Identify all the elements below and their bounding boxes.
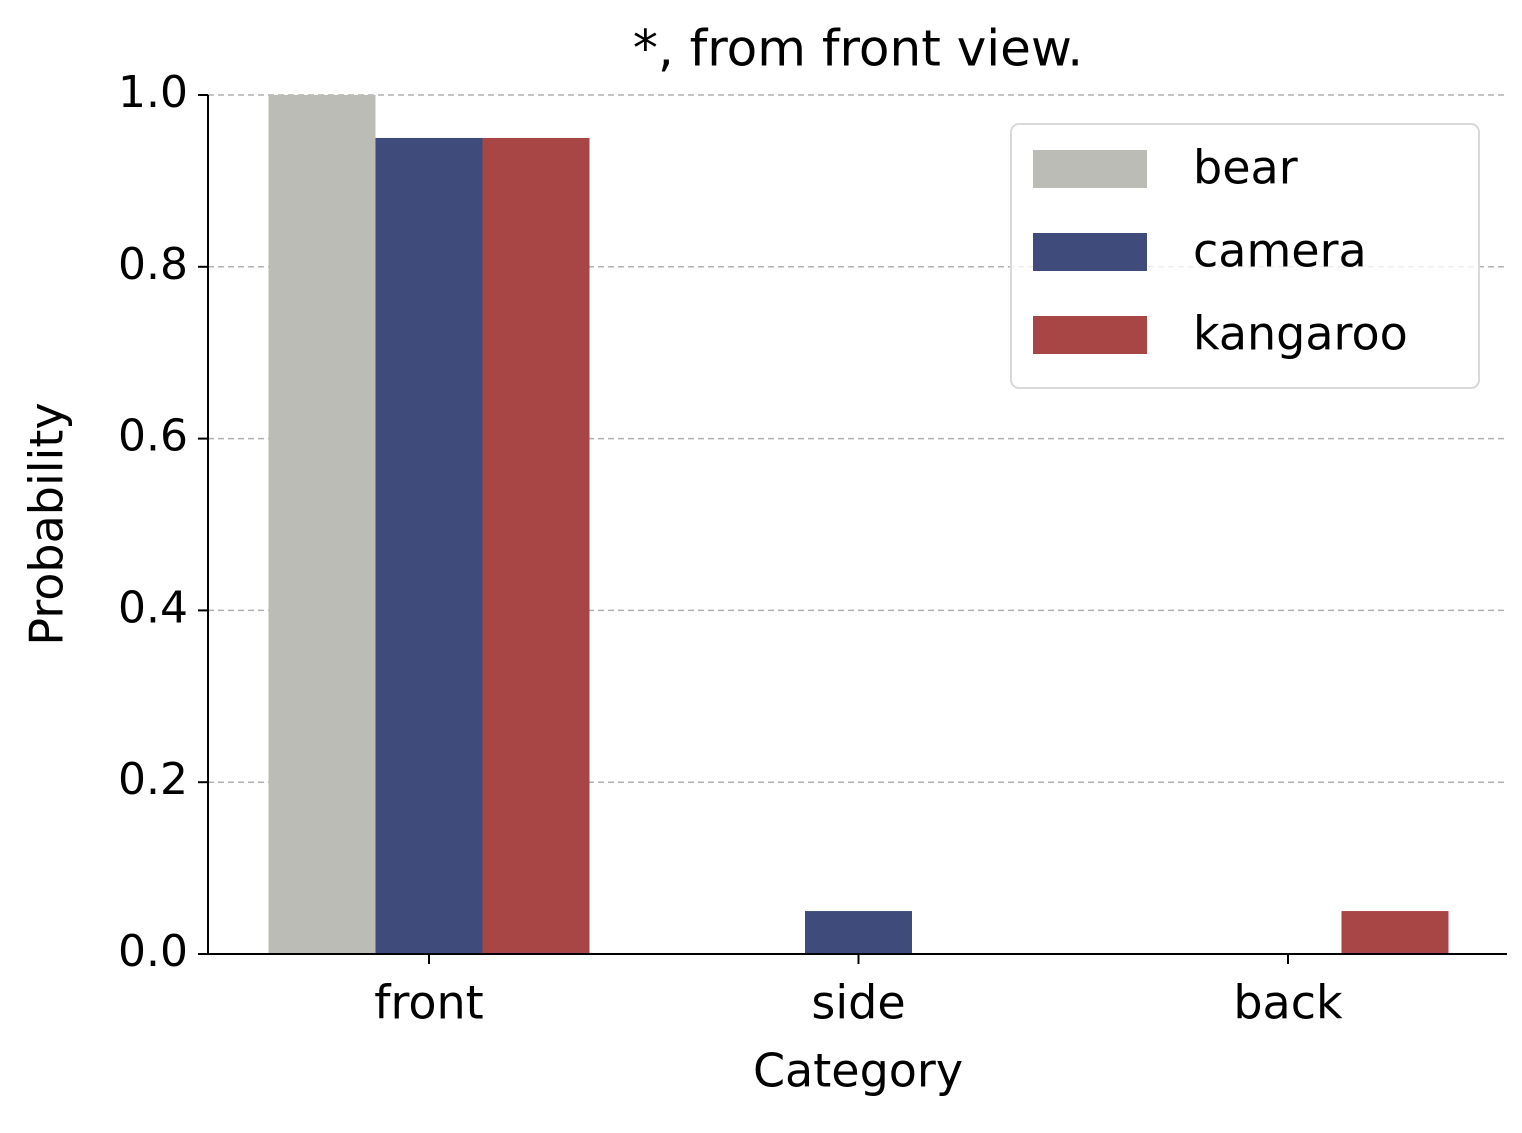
bar <box>1341 911 1449 954</box>
x-tick-label: front <box>374 976 483 1030</box>
y-tick-label: 0.4 <box>118 582 188 633</box>
y-tick-label: 1.0 <box>118 67 188 118</box>
legend-label: camera <box>1193 224 1367 278</box>
x-tick-label: side <box>811 976 905 1030</box>
legend-label: bear <box>1193 141 1298 195</box>
y-tick-label: 0.8 <box>118 239 188 290</box>
y-tick-label: 0.6 <box>118 411 188 462</box>
bar <box>482 137 590 954</box>
x-tick-label: back <box>1233 976 1343 1030</box>
legend-swatch <box>1033 316 1147 354</box>
legend-swatch <box>1033 150 1147 188</box>
y-tick-label: 0.0 <box>118 926 188 977</box>
y-tick-label: 0.2 <box>118 754 188 805</box>
chart-title: *, from front view. <box>633 20 1083 78</box>
x-axis-label: Category <box>753 1044 963 1098</box>
bar <box>375 137 483 954</box>
bar <box>268 95 376 954</box>
legend-label: kangaroo <box>1193 307 1408 361</box>
legend-swatch <box>1033 233 1147 271</box>
bar <box>805 911 912 954</box>
y-axis-label: Probability <box>20 402 74 645</box>
